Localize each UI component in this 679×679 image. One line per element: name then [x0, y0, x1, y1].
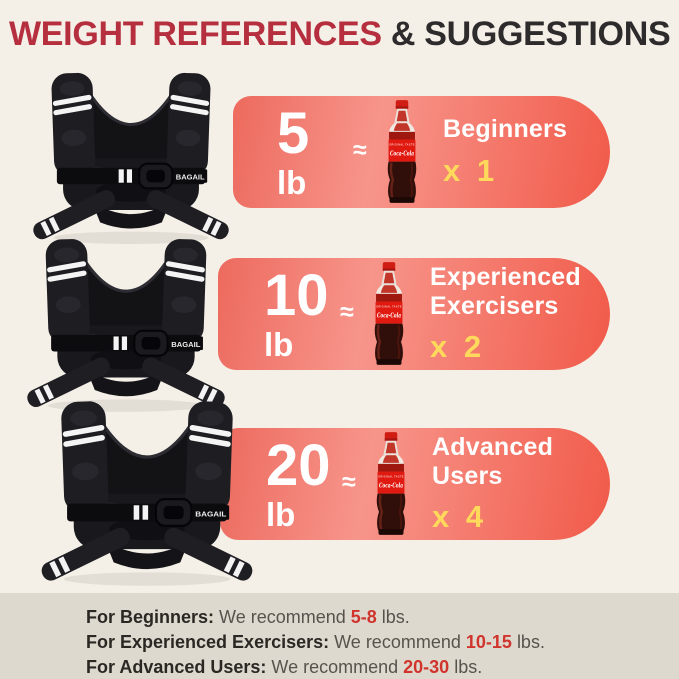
recommendation-line-experienced: For Experienced Exercisers: We recommend… — [86, 630, 679, 655]
coke-bottle-icon — [367, 431, 415, 537]
recommendation-suffix: lbs. — [516, 632, 545, 652]
approx-symbol: ≈ — [342, 467, 356, 496]
recommendation-suffix: lbs. — [454, 657, 483, 677]
bottle-multiplier: x 4 — [432, 498, 484, 534]
recommendation-label: For Beginners: — [86, 607, 215, 627]
recommendation-line-advanced: For Advanced Users: We recommend 20-30 l… — [86, 655, 679, 679]
suggestion-pill-experienced: 10 lb ≈ Experienced Exercisers x 2 — [218, 258, 610, 370]
page-title: WEIGHT REFERENCES & SUGGESTIONS — [9, 14, 671, 54]
coke-bottle-icon — [378, 99, 426, 205]
weighted-vest-image — [36, 398, 258, 587]
bottle-multiplier: x 2 — [430, 328, 482, 364]
weight-unit: lb — [266, 496, 296, 533]
title-secondary: & SUGGESTIONS — [390, 15, 671, 53]
suggestion-pill-advanced: 20 lb ≈ Advanced Users x 4 — [220, 428, 610, 540]
recommendation-text: We recommend — [219, 607, 346, 627]
weight-value-block: 5 lb — [277, 101, 353, 201]
audience-name-line2: Exercisers — [430, 291, 559, 320]
audience-name: Advanced — [432, 433, 554, 462]
weight-value-block: 10 lb — [264, 263, 340, 363]
recommendation-line-beginners: For Beginners: We recommend 5-8 lbs. — [86, 605, 679, 630]
audience-name: Experienced — [430, 263, 581, 292]
recommendation-label: For Advanced Users: — [86, 657, 267, 677]
approx-symbol: ≈ — [340, 297, 354, 326]
audience-block: Beginners x 1 — [443, 115, 567, 188]
recommendation-suffix: lbs. — [381, 607, 410, 627]
recommendation-range: 5-8 — [350, 607, 377, 627]
suggestion-pill-beginners: 5 lb ≈ Beginners x 1 — [233, 96, 610, 208]
coke-bottle-icon — [365, 261, 413, 367]
weight-unit: lb — [277, 164, 307, 201]
audience-name: Beginners — [443, 115, 568, 144]
approx-symbol: ≈ — [353, 135, 367, 164]
recommendation-range: 20-30 — [403, 657, 450, 677]
weight-unit: lb — [264, 326, 294, 363]
bottle-multiplier: x 1 — [443, 152, 495, 188]
title-primary: WEIGHT REFERENCES — [9, 15, 382, 53]
weight-number: 20 — [266, 433, 331, 498]
recommendation-label: For Experienced Exercisers: — [86, 632, 330, 652]
weight-value-block: 20 lb — [266, 433, 342, 533]
audience-name-line2: Users — [432, 461, 503, 490]
weight-number: 5 — [277, 101, 310, 166]
weighted-vest-image — [28, 70, 234, 245]
weight-number: 10 — [264, 263, 329, 328]
audience-block: Experienced Exercisers x 2 — [430, 263, 581, 365]
recommendation-range: 10-15 — [465, 632, 512, 652]
audience-block: Advanced Users x 4 — [432, 433, 553, 535]
recommendation-text: We recommend — [334, 632, 461, 652]
weighted-vest-image — [22, 236, 230, 413]
recommendations-band: For Beginners: We recommend 5-8 lbs. For… — [0, 593, 679, 679]
recommendation-text: We recommend — [271, 657, 399, 677]
